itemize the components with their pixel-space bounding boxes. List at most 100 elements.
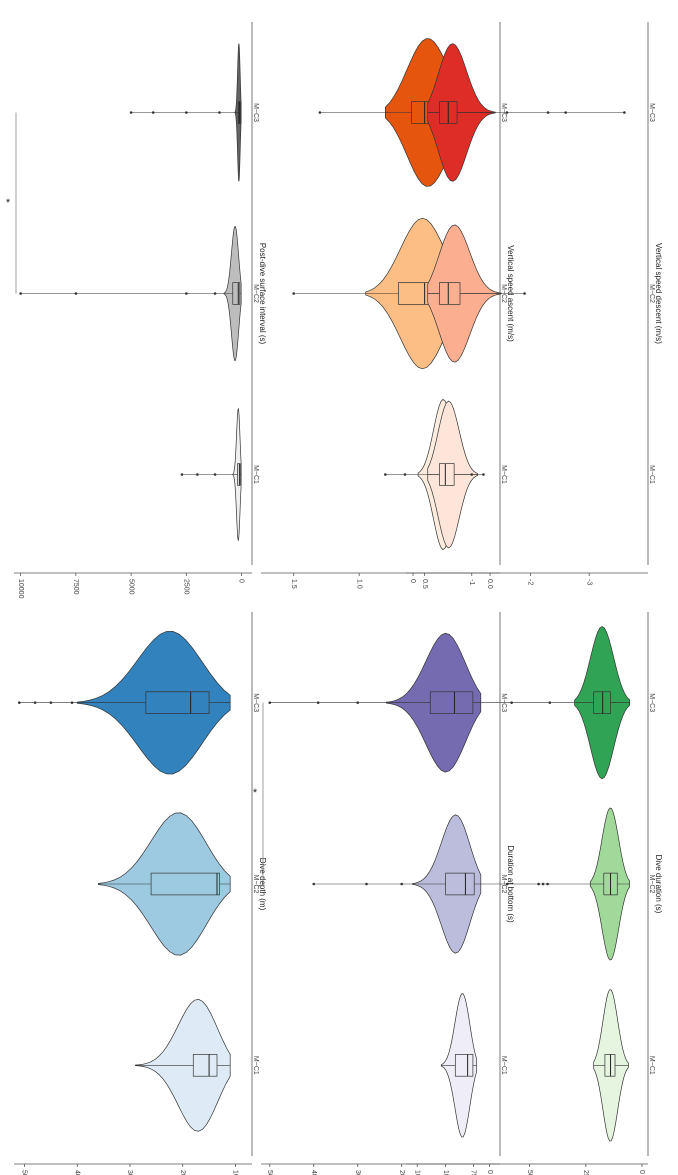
outlier-point [213,292,217,295]
category-label: M−C1 [252,1056,259,1075]
outlier-point [213,473,217,476]
tick-label: -2 [527,579,534,585]
outlier-point [312,882,316,886]
category-label: M−C2 [648,284,655,303]
tick-label: 0.5 [421,579,428,589]
category-label: M−C1 [648,465,655,484]
violin-panel: 0 2500 5000 7500 10000 Post-dive surface inte… [6,22,267,599]
tick-label: 1000 [413,1170,420,1175]
tick-label: 10 [232,1170,239,1175]
outlier-point [356,701,360,704]
box [454,1054,474,1077]
tick-label: 300 [354,1170,361,1175]
box [439,282,461,305]
outlier-point [185,111,188,114]
violin-panel: 10 20 30 40 50 Dive depth (m) M−C1 M−C2 M−C3 [14,612,267,1175]
outlier-point [196,473,199,476]
outlier-point [19,292,22,295]
box [145,691,210,714]
tick-label: 0.0 [486,579,493,589]
tick-label: 7500 [72,579,79,595]
tick-label: -1 [468,579,475,585]
tick-label: 0 [486,1170,493,1174]
outlier-point [70,701,74,704]
outlier-point [510,701,513,704]
outlier-point [623,111,626,114]
axis-title: Post-dive surface interval (s) [258,243,267,345]
tick-label: 2500 [182,579,189,595]
category-label: M−C1 [252,465,259,484]
outlier-point [482,473,485,476]
tick-label: 0 [238,579,245,583]
category-label: M−C1 [648,1056,655,1075]
category-label: M−C1 [500,465,507,484]
box [150,872,220,896]
category-label: M−C2 [500,875,507,894]
outlier-point [505,111,509,114]
axis-title: Vertical speed descent (m/s) [654,243,663,344]
box [429,691,474,714]
tick-label: 1.5 [290,579,297,589]
outlier-point [218,111,221,114]
outlier-point [564,111,567,114]
outlier-point [546,882,549,886]
box [593,691,611,714]
tick-label: 100 [442,1170,449,1175]
tick-label: 250 [582,1170,589,1175]
category-label: M−C3 [500,693,507,712]
outlier-point [523,292,526,295]
outlier-point [74,292,78,295]
box [232,282,241,305]
tick-label: 500 [266,1170,273,1175]
category-label: M−C3 [648,693,655,712]
outlier-point [268,701,272,704]
tick-label: 40 [73,1170,80,1175]
outlier-point [151,111,155,114]
violin-panel: 0100200300400500Duration at bottom (s)M−… [253,612,515,1175]
outlier-point [505,882,509,886]
tick-label: 750 [470,1170,477,1175]
outlier-point [129,111,133,114]
axis-title: Duration at bottom (s) [506,845,515,923]
outlier-point [403,473,407,476]
outlier-point [318,111,322,114]
axis-title: Dive depth (m) [258,858,267,911]
tick-label: 20 [179,1170,186,1175]
category-label: M−C3 [252,693,259,712]
tick-label: 200 [398,1170,405,1175]
box [439,463,455,486]
tick-label: -3 [585,579,592,585]
outlier-point [546,111,550,114]
outlier-point [541,882,545,886]
significance-label: * [253,787,258,799]
tick-label: 10000 [17,579,24,599]
tick-label: 5000 [127,579,134,595]
outlier-point [17,701,21,704]
outlier-point [185,292,188,295]
category-label: M−C2 [648,875,655,894]
outlier-point [400,882,403,886]
tick-label: 400 [310,1170,317,1175]
tick-label: 0 [638,1170,645,1174]
outlier-point [33,701,37,704]
tick-label: 0 [409,579,416,583]
tick-label: 1.0 [355,579,362,589]
outlier-point [365,882,368,886]
outlier-point [49,701,53,704]
category-label: M−C3 [648,103,655,122]
violin-panel: 02505007501000Dive duration (s)M−C1M−C2M… [406,612,663,1175]
tick-label: 500 [526,1170,533,1175]
category-label: M−C3 [252,103,259,122]
outlier-point [292,292,296,295]
outlier-point [384,473,387,476]
category-label: M−C1 [500,1056,507,1075]
tick-label: 30 [126,1170,133,1175]
box [192,1054,218,1077]
box [445,872,475,896]
outlier-point [316,701,320,704]
outlier-point [180,473,184,476]
violin-panel: 0 -1 -2 -3 Vertical speed descent (m/s) M−C1 M… [406,22,663,585]
category-label: M−C2 [252,284,259,303]
tick-label: 50 [21,1170,28,1175]
outlier-point [537,882,540,886]
